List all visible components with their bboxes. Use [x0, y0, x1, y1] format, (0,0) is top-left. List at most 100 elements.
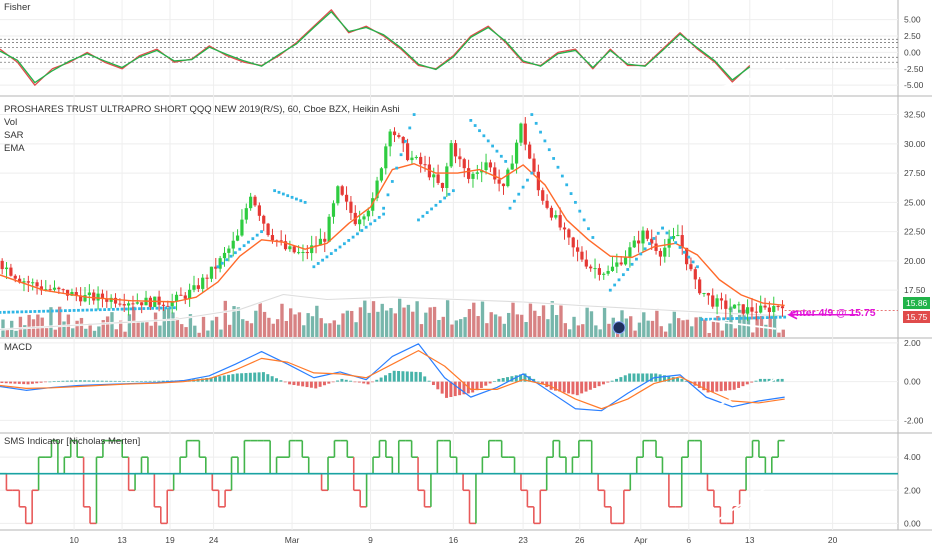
volume-bar	[358, 307, 363, 337]
y-tick-label: 25.00	[904, 197, 926, 207]
volume-bar	[559, 303, 563, 337]
y-tick-label: 2.50	[904, 31, 921, 41]
sar-dot	[399, 153, 403, 157]
macd-histogram-bar	[78, 380, 82, 382]
volume-bar	[655, 308, 659, 337]
macd-histogram-bar	[379, 377, 383, 382]
volume-bar	[367, 312, 371, 337]
macd-histogram-bar	[724, 381, 727, 391]
volume-bar	[345, 310, 350, 337]
sar-dot	[482, 134, 486, 138]
candle-body	[510, 163, 514, 170]
candle-body	[776, 306, 780, 308]
price-tag-high: 15.86	[903, 297, 931, 309]
sar-dot	[321, 258, 324, 262]
candle-body	[48, 289, 52, 291]
volume-bar	[302, 325, 306, 337]
macd-histogram-bar	[126, 381, 130, 382]
candle-body	[593, 268, 597, 270]
sar-dot	[587, 227, 590, 231]
candle-body	[140, 302, 144, 306]
x-tick-label: Mar	[285, 535, 300, 545]
sar-dot	[255, 233, 259, 237]
macd-histogram-bar	[218, 376, 222, 382]
sar-dot	[46, 309, 50, 313]
candle-body	[22, 281, 26, 283]
volume-bar	[97, 326, 101, 337]
candle-body	[436, 174, 440, 183]
macd-histogram-bar	[414, 371, 418, 382]
volume-bar	[581, 324, 585, 337]
candle-body	[741, 304, 745, 314]
sms-title: SMS Indicator [Nicholas Merten]	[4, 436, 141, 447]
sar-dot	[617, 278, 621, 282]
sar-dot	[534, 121, 538, 125]
macd-histogram-bar	[296, 381, 300, 386]
sar-dot	[138, 307, 141, 311]
candle-body	[188, 289, 192, 299]
macd-title: MACD	[4, 342, 32, 353]
candle-body	[772, 306, 776, 313]
volume-bar	[75, 320, 79, 337]
candle-body	[475, 172, 479, 174]
candle-body	[83, 295, 87, 302]
volume-bar	[598, 329, 602, 337]
candle-body	[754, 311, 758, 313]
macd-histogram-bar	[340, 378, 344, 382]
volume-bar	[415, 301, 419, 337]
macd-histogram-bar	[122, 380, 126, 382]
x-tick-label: 9	[368, 535, 373, 545]
macd-histogram-bar	[266, 374, 270, 382]
candle-body	[689, 264, 693, 270]
volume-bar	[642, 312, 646, 337]
candle-body	[392, 131, 397, 136]
volume-bar	[541, 305, 546, 337]
volume-bar	[607, 323, 611, 337]
sar-dot	[356, 232, 359, 236]
candle-body	[654, 243, 658, 251]
sar-dot	[530, 171, 534, 175]
volume-bar	[498, 316, 502, 337]
sar-dot	[103, 308, 107, 312]
sar-dot	[417, 218, 420, 222]
candle-body	[240, 219, 244, 236]
volume-bar	[114, 329, 119, 337]
y-tick-label: 4.00	[904, 452, 921, 462]
sar-dot	[778, 315, 782, 319]
candle-body	[244, 208, 248, 220]
macd-histogram-bar	[253, 372, 257, 382]
macd-histogram-bar	[767, 378, 771, 382]
candle-body	[87, 292, 91, 296]
macd-histogram-bar	[745, 381, 749, 385]
y-tick-label: 0.00	[904, 377, 921, 387]
volume-bar	[716, 315, 720, 337]
indicator-vol: Vol	[4, 117, 18, 128]
macd-histogram-bar	[737, 381, 741, 388]
sar-dot	[7, 310, 11, 314]
candle-body	[397, 135, 401, 137]
volume-bar	[310, 316, 315, 337]
candle-body	[209, 266, 214, 279]
volume-bar	[201, 316, 206, 337]
sar-dot	[704, 317, 708, 321]
volume-bar	[323, 323, 328, 337]
volume-bar	[777, 332, 781, 337]
indicator-ema: EMA	[4, 143, 25, 154]
volume-bar	[123, 331, 127, 337]
candle-body	[541, 190, 545, 201]
volume-bar	[236, 307, 241, 337]
sar-dot	[16, 310, 19, 314]
candle-body	[100, 293, 105, 300]
macd-histogram-bar	[492, 381, 496, 382]
macd-histogram-bar	[431, 381, 435, 386]
sar-dot	[765, 316, 769, 319]
volume-bar	[293, 314, 297, 337]
macd-histogram-bar	[270, 376, 274, 382]
volume-bar	[380, 303, 384, 337]
sar-dot	[473, 124, 477, 127]
volume-bar	[397, 298, 402, 337]
macd-histogram-bar	[758, 378, 762, 382]
candle-body	[13, 275, 17, 279]
macd-histogram-bar	[43, 381, 47, 383]
sar-dot	[752, 316, 756, 320]
